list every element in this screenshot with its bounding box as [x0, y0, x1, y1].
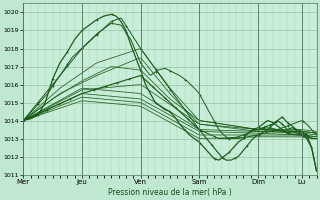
X-axis label: Pression niveau de la mer( hPa ): Pression niveau de la mer( hPa ) — [108, 188, 232, 197]
